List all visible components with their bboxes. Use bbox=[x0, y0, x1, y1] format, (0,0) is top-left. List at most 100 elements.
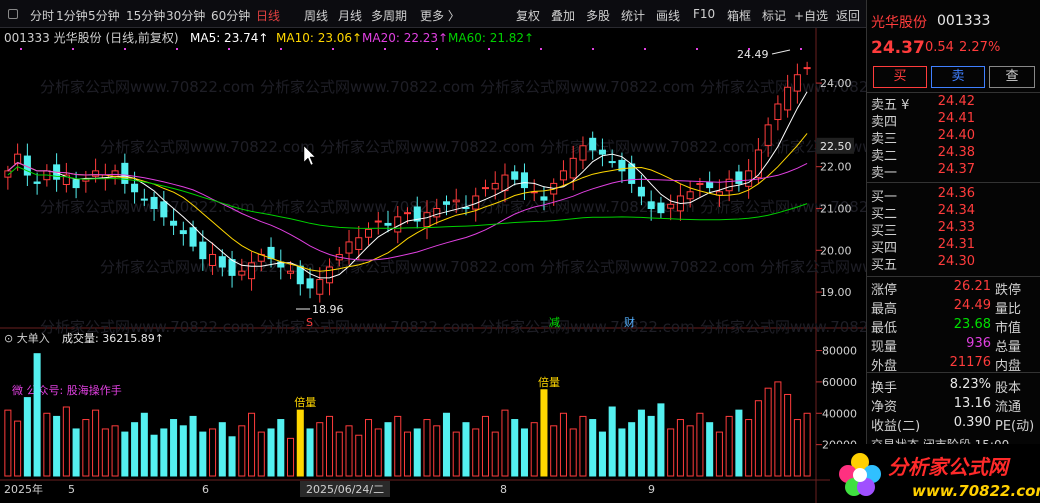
candle bbox=[433, 207, 441, 218]
volume-bar bbox=[735, 409, 743, 477]
bid-3-label: 买四 bbox=[871, 241, 898, 256]
volume-bar bbox=[72, 428, 80, 477]
tool-button-0[interactable]: 复权 bbox=[516, 9, 541, 23]
x-axis-label: 2025/06/24/二 bbox=[306, 483, 384, 496]
candle bbox=[4, 170, 12, 178]
chart-svg: 分析家公式网www.70822.com 分析家公式网www.70822.com 分析… bbox=[0, 28, 866, 503]
candle bbox=[540, 196, 548, 201]
stat-1-value: 24.49 bbox=[953, 298, 991, 313]
tool-button-8[interactable]: +自选 bbox=[794, 9, 829, 23]
tool-button-2[interactable]: 多股 bbox=[586, 9, 611, 23]
period-tab-4[interactable]: 30分钟 bbox=[166, 9, 206, 23]
volume-bar bbox=[306, 428, 314, 477]
logo-url: www.70822.com bbox=[912, 482, 1040, 500]
price-tick-label: 24.00 bbox=[820, 77, 852, 90]
top-marker bbox=[644, 48, 646, 50]
tool-button-5[interactable]: F10 bbox=[693, 7, 716, 21]
volume-bar bbox=[384, 422, 392, 477]
period-tab-8[interactable]: 月线 bbox=[338, 9, 363, 23]
kline-chart[interactable]: 分析家公式网www.70822.com 分析家公式网www.70822.com 分析… bbox=[0, 28, 866, 503]
bid-4-label: 买五 bbox=[871, 258, 898, 273]
top-marker bbox=[748, 48, 750, 50]
period-tab-9[interactable]: 多周期 bbox=[371, 9, 408, 23]
watermark: 分析家公式网www.70822.com bbox=[40, 318, 255, 336]
period-tab-6[interactable]: 日线 bbox=[256, 9, 281, 23]
candle bbox=[735, 171, 743, 184]
menu-icon[interactable] bbox=[8, 9, 18, 19]
volume-bar bbox=[637, 409, 645, 477]
ask-3-value: 24.38 bbox=[937, 145, 975, 160]
period-tab-3[interactable]: 15分钟 bbox=[126, 9, 166, 23]
period-tab-7[interactable]: 周线 bbox=[304, 9, 329, 23]
tool-button-4[interactable]: 画线 bbox=[656, 9, 681, 23]
volume-bar bbox=[442, 412, 451, 477]
volume-bar bbox=[267, 428, 275, 477]
period-tab-1[interactable]: 1分钟 bbox=[56, 9, 88, 23]
volume-bar bbox=[628, 422, 636, 477]
ask-3-label: 卖二 bbox=[871, 149, 898, 164]
candle bbox=[491, 182, 499, 190]
query-button[interactable]: 查 bbox=[989, 66, 1035, 88]
stat-3-value: 936 bbox=[966, 336, 991, 351]
ask-1-value: 24.41 bbox=[937, 111, 975, 126]
volume-bar bbox=[501, 409, 509, 477]
bid-0-label: 买一 bbox=[871, 190, 898, 205]
tool-button-3[interactable]: 统计 bbox=[621, 9, 646, 23]
volume-bar bbox=[667, 428, 675, 477]
stat-1-label: 最高 bbox=[871, 302, 898, 317]
ma5-legend: MA5: 23.74↑ bbox=[190, 31, 268, 45]
period-tab-5[interactable]: 60分钟 bbox=[211, 9, 251, 23]
candle bbox=[199, 241, 207, 260]
volume-bar bbox=[33, 353, 41, 477]
stat2-2-label: 收益(二) bbox=[871, 419, 921, 434]
stat2-0-right-label: 股本 bbox=[995, 381, 1022, 396]
candle bbox=[355, 237, 363, 250]
volume-bar bbox=[296, 409, 304, 477]
event-mark-1: 减 bbox=[549, 316, 560, 329]
tool-button-1[interactable]: 叠加 bbox=[551, 9, 576, 23]
chart-title: 001333 光华股份 (日线,前复权) bbox=[4, 30, 179, 45]
volume-bar bbox=[715, 431, 723, 477]
quote-panel: 光华股份 001333 24.37 0.54 2.27% 买 卖 查 交易状态 … bbox=[866, 0, 1040, 503]
volume-bar bbox=[774, 381, 782, 477]
candle bbox=[150, 196, 158, 209]
stat2-2-value: 0.390 bbox=[953, 415, 991, 430]
period-tab-0[interactable]: 分时 bbox=[30, 9, 55, 23]
volume-bar bbox=[92, 409, 100, 477]
sell-button[interactable]: 卖 bbox=[931, 66, 985, 88]
candle bbox=[696, 182, 704, 185]
top-marker bbox=[280, 48, 282, 50]
stat2-0-value: 8.23% bbox=[949, 377, 991, 392]
stat-2-right-label: 市值 bbox=[995, 321, 1022, 336]
stat2-2-right-label: PE(动) bbox=[995, 419, 1035, 434]
volume-bar bbox=[209, 428, 217, 477]
candle bbox=[92, 170, 100, 177]
tool-button-6[interactable]: 箱框 bbox=[727, 9, 752, 23]
top-marker bbox=[72, 48, 74, 50]
candle bbox=[306, 278, 314, 289]
ma5-line bbox=[7, 91, 808, 279]
tool-button-9[interactable]: 返回 bbox=[836, 9, 861, 23]
volume-bar bbox=[345, 425, 353, 477]
volume-bar bbox=[589, 419, 597, 477]
volume-bar bbox=[657, 403, 665, 477]
period-tab-2[interactable]: 5分钟 bbox=[88, 9, 120, 23]
period-tab-10[interactable]: 更多 〉 bbox=[420, 9, 460, 23]
candle bbox=[608, 161, 616, 164]
volume-bar bbox=[647, 415, 655, 477]
volume-bar bbox=[355, 434, 363, 477]
stat2-1-value: 13.16 bbox=[953, 396, 991, 411]
event-mark-0: S bbox=[306, 316, 313, 329]
price-tag bbox=[816, 137, 854, 154]
price-tick-label: 22.00 bbox=[820, 161, 852, 174]
candle bbox=[364, 228, 373, 238]
volume-bar bbox=[706, 422, 714, 477]
tool-button-7[interactable]: 标记 bbox=[762, 9, 787, 23]
volume-bar bbox=[101, 428, 109, 477]
candle bbox=[579, 145, 587, 161]
buy-button[interactable]: 买 bbox=[873, 66, 927, 88]
volume-bar bbox=[550, 425, 558, 477]
candle bbox=[111, 170, 119, 177]
top-marker bbox=[488, 48, 490, 50]
watermark: 分析家公式网www.70822.com bbox=[700, 78, 866, 96]
